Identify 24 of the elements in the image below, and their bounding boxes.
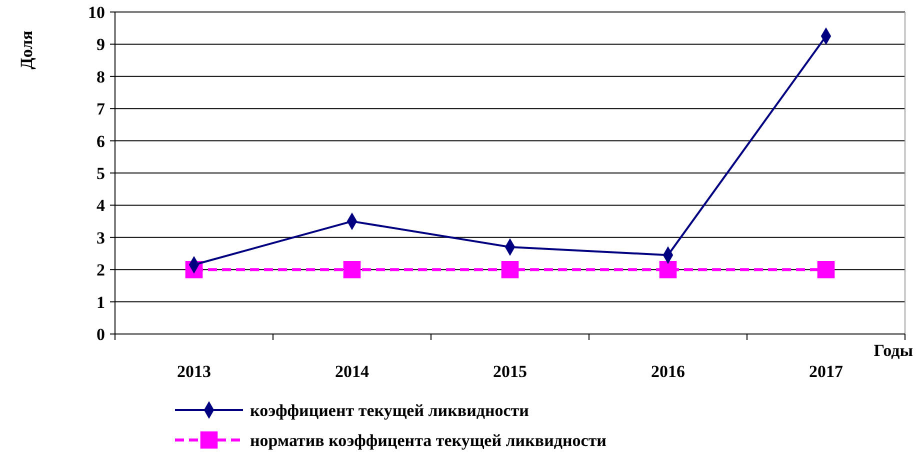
x-tick-label: 2016 — [651, 362, 685, 381]
x-axis-title: Годы — [874, 341, 913, 360]
x-tick-label: 2014 — [335, 362, 370, 381]
point — [659, 260, 677, 278]
point — [343, 260, 361, 278]
y-tick-label: 7 — [96, 100, 106, 119]
y-tick-label: 0 — [96, 324, 105, 344]
x-tick-label: 2017 — [809, 362, 844, 381]
y-tick-label: 6 — [96, 132, 105, 151]
y-axis-title: Доля — [17, 30, 36, 70]
y-tick-label: 5 — [96, 164, 105, 183]
legend-label: коэффициент текущей ликвидности — [250, 400, 530, 420]
point — [817, 260, 835, 278]
point — [501, 260, 519, 278]
x-tick-label: 2015 — [493, 362, 527, 381]
y-tick-label: 4 — [96, 196, 106, 216]
x-tick-label: 2013 — [177, 362, 211, 381]
y-tick-label: 1 — [96, 292, 105, 312]
legend-label: норматив коэффицента текущей ликвидности — [250, 430, 607, 450]
y-tick-label: 2 — [96, 260, 105, 280]
y-tick-label: 10 — [88, 2, 105, 22]
y-tick-label: 3 — [96, 228, 105, 248]
y-tick-label: 8 — [96, 67, 105, 86]
y-tick-label: 9 — [96, 35, 105, 54]
